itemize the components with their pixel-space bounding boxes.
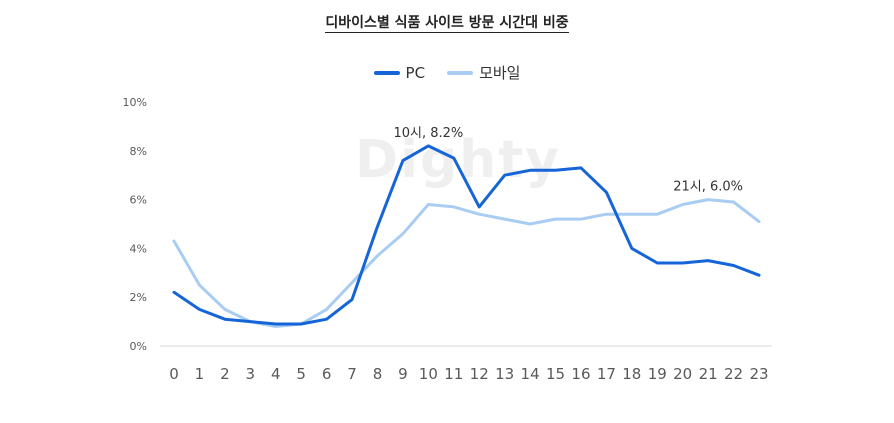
x-tick-label: 5 [296, 365, 306, 383]
series-line-pc [172, 144, 761, 326]
legend-swatch-mobile [447, 70, 474, 75]
legend-label-mobile: 모바일 [479, 64, 521, 82]
x-tick-label: 22 [724, 365, 743, 383]
x-tick-label: 21 [699, 365, 718, 383]
legend-label-pc: PC [405, 63, 426, 82]
y-tick-label: 2% [130, 291, 147, 304]
x-tick-label: 19 [648, 365, 667, 383]
x-tick-label: 7 [347, 365, 357, 383]
x-tick-label: 4 [271, 365, 281, 383]
y-tick-label: 8% [130, 145, 147, 158]
legend-swatch-pc [373, 70, 400, 75]
x-tick-label: 16 [571, 365, 590, 383]
x-tick-label: 12 [470, 365, 489, 383]
data-annotation-label: 21시, 6.0% [673, 180, 743, 195]
y-tick-label: 0% [130, 340, 147, 353]
x-tick-label: 20 [673, 365, 692, 383]
x-tick-label: 14 [521, 365, 540, 383]
x-tick-label: 10 [419, 365, 438, 383]
legend-item-mobile: 모바일 [447, 62, 520, 83]
legend: PC 모바일 [0, 62, 894, 83]
x-tick-label: 18 [622, 365, 641, 383]
x-tick-label: 1 [195, 365, 205, 383]
x-tick-label: 11 [444, 365, 463, 383]
x-tick-label: 9 [398, 365, 408, 383]
x-tick-label: 3 [246, 365, 256, 383]
chart-title-text: 디바이스별 식품 사이트 방문 시간대 비중 [325, 15, 569, 33]
chart-title: 디바이스별 식품 사이트 방문 시간대 비중 [0, 12, 894, 33]
x-tick-label: 15 [546, 365, 565, 383]
y-tick-label: 4% [130, 242, 147, 255]
x-tick-label: 0 [169, 365, 179, 383]
x-tick-label: 2 [220, 365, 230, 383]
series-line-mobile [172, 198, 761, 328]
y-tick-label: 10% [123, 96, 147, 109]
x-tick-label: 6 [322, 365, 332, 383]
x-tick-label: 13 [495, 365, 514, 383]
watermark-logo: Dighty [355, 130, 561, 190]
y-tick-label: 6% [130, 194, 147, 207]
legend-item-pc: PC [373, 62, 426, 83]
x-tick-label: 17 [597, 365, 616, 383]
x-tick-label: 8 [373, 365, 383, 383]
x-tick-label: 23 [749, 365, 768, 383]
data-annotation-label: 10시, 8.2% [393, 126, 463, 141]
